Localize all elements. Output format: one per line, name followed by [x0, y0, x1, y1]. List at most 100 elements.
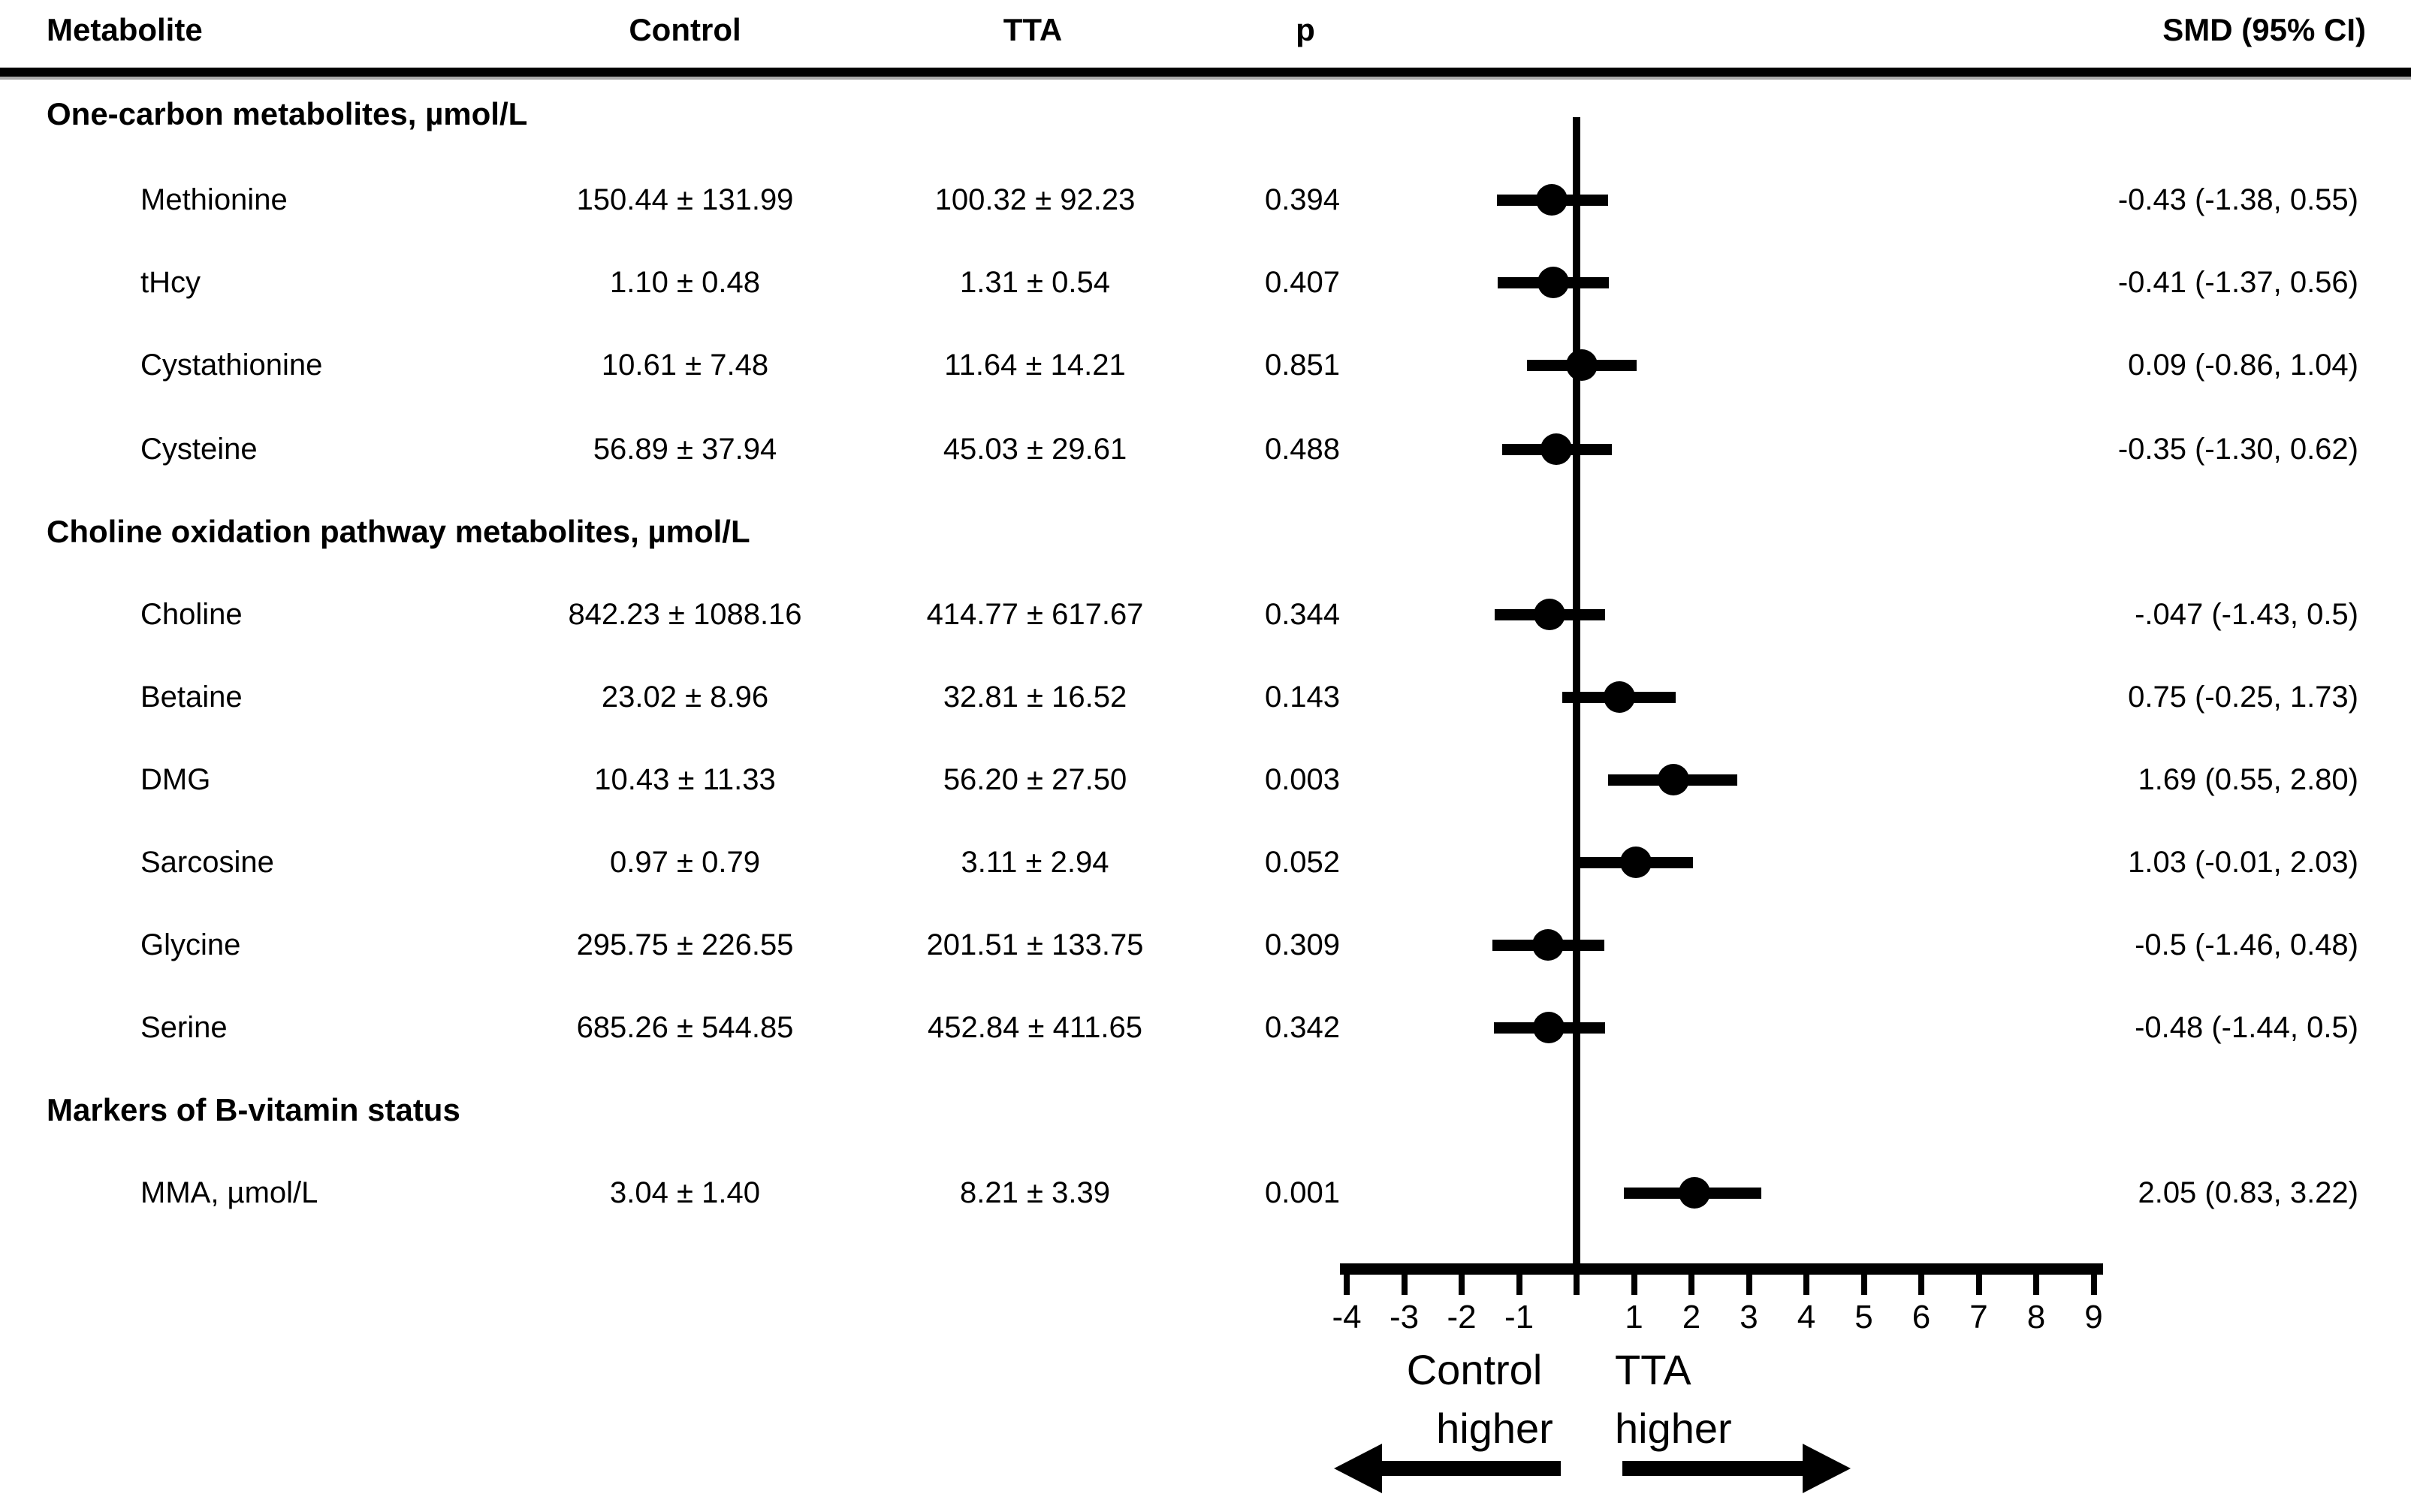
row-p-value: 0.394 — [1264, 183, 1341, 216]
point-estimate-dot — [1533, 1012, 1565, 1043]
point-estimate-dot — [1678, 1177, 1710, 1209]
axis-tick-label: 5 — [1854, 1299, 1873, 1335]
point-estimate-dot — [1565, 349, 1598, 381]
row-label: Choline — [140, 598, 243, 631]
right-arrow-shaft — [1622, 1461, 1804, 1476]
axis-tick — [1860, 1269, 1867, 1295]
right-arrow-head — [1803, 1444, 1851, 1493]
left-arrow-shaft — [1379, 1461, 1561, 1476]
axis-tick — [1975, 1269, 1982, 1295]
row-control-value: 10.43 ± 11.33 — [594, 763, 776, 796]
row-label: MMA, µmol/L — [140, 1176, 318, 1209]
axis-tick-label: -1 — [1504, 1299, 1534, 1335]
axis-tick — [1344, 1269, 1350, 1295]
axis-tick — [1631, 1269, 1637, 1295]
row-label: Methionine — [140, 183, 288, 216]
row-p-value: 0.488 — [1264, 433, 1341, 466]
left-arrow-head — [1334, 1444, 1382, 1493]
header-rule-shadow — [0, 77, 2411, 80]
axis-tick — [2033, 1269, 2039, 1295]
row-p-value: 0.342 — [1264, 1011, 1341, 1044]
row-tta-value: 8.21 ± 3.39 — [960, 1176, 1110, 1209]
row-smd-value: -0.48 (-1.44, 0.5) — [2135, 1011, 2358, 1044]
row-p-value: 0.001 — [1264, 1176, 1341, 1209]
axis-tick — [1688, 1269, 1694, 1295]
point-estimate-dot — [1604, 681, 1636, 713]
row-label: Cystathionine — [140, 349, 323, 382]
section-header: One-carbon metabolites, µmol/L — [47, 96, 528, 131]
row-p-value: 0.344 — [1264, 598, 1341, 631]
row-tta-value: 201.51 ± 133.75 — [926, 928, 1144, 961]
row-p-value: 0.052 — [1264, 846, 1341, 879]
row-p-value: 0.143 — [1264, 681, 1341, 714]
axis-tick — [1803, 1269, 1809, 1295]
axis-tick-label: 6 — [1912, 1299, 1931, 1335]
col-header-smd: SMD (95% CI) — [2162, 12, 2366, 47]
tta-higher-label-line2: higher — [1615, 1405, 1732, 1452]
row-smd-value: 0.75 (-0.25, 1.73) — [2128, 681, 2358, 714]
row-label: Sarcosine — [140, 846, 274, 879]
section-header: Choline oxidation pathway metabolites, µ… — [47, 514, 750, 549]
axis-tick-label: 1 — [1625, 1299, 1643, 1335]
point-estimate-dot — [1534, 599, 1566, 630]
axis-tick-label: -2 — [1447, 1299, 1477, 1335]
col-header-metabolite: Metabolite — [47, 12, 203, 47]
row-smd-value: 0.09 (-0.86, 1.04) — [2128, 349, 2358, 382]
axis-tick-label: 7 — [1969, 1299, 1988, 1335]
axis-tick-label: 4 — [1797, 1299, 1816, 1335]
row-label: tHcy — [140, 266, 201, 299]
point-estimate-dot — [1531, 929, 1564, 961]
row-smd-value: -0.5 (-1.46, 0.48) — [2135, 928, 2358, 961]
col-header-tta: TTA — [1003, 12, 1063, 47]
tta-higher-label-line1: TTA — [1615, 1346, 1691, 1393]
row-smd-value: -.047 (-1.43, 0.5) — [2135, 598, 2358, 631]
row-tta-value: 1.31 ± 0.54 — [960, 266, 1110, 299]
row-p-value: 0.851 — [1264, 349, 1341, 382]
axis-tick — [1574, 1269, 1580, 1295]
row-label: Cysteine — [140, 433, 258, 466]
point-estimate-dot — [1540, 433, 1573, 465]
row-label: Serine — [140, 1011, 228, 1044]
row-control-value: 842.23 ± 1088.16 — [568, 598, 802, 631]
axis-tick-label: 2 — [1682, 1299, 1701, 1335]
axis-tick — [1459, 1269, 1465, 1295]
axis-tick — [2090, 1269, 2097, 1295]
row-smd-value: 1.69 (0.55, 2.80) — [2138, 763, 2358, 796]
row-tta-value: 3.11 ± 2.94 — [961, 846, 1109, 879]
row-tta-value: 11.64 ± 14.21 — [944, 349, 1126, 382]
axis-tick-label: -3 — [1389, 1299, 1420, 1335]
row-control-value: 150.44 ± 131.99 — [576, 183, 794, 216]
axis-tick-label: 8 — [2026, 1299, 2046, 1335]
row-p-value: 0.407 — [1264, 266, 1341, 299]
axis-tick — [1401, 1269, 1408, 1295]
row-tta-value: 32.81 ± 16.52 — [943, 681, 1127, 714]
axis-tick-label: 3 — [1740, 1299, 1758, 1335]
row-smd-value: -0.35 (-1.30, 0.62) — [2117, 433, 2358, 466]
row-smd-value: 1.03 (-0.01, 2.03) — [2128, 846, 2358, 879]
header-rule — [0, 68, 2411, 77]
col-header-p: p — [1296, 12, 1315, 47]
row-smd-value: -0.43 (-1.38, 0.55) — [2117, 183, 2358, 216]
section-header: Markers of B-vitamin status — [47, 1092, 460, 1127]
row-smd-value: -0.41 (-1.37, 0.56) — [2117, 266, 2358, 299]
row-control-value: 23.02 ± 8.96 — [601, 681, 769, 714]
row-control-value: 0.97 ± 0.79 — [610, 846, 760, 879]
row-control-value: 56.89 ± 37.94 — [593, 433, 777, 466]
row-tta-value: 100.32 ± 92.23 — [934, 183, 1136, 216]
x-axis-line — [1340, 1263, 2103, 1275]
point-estimate-dot — [1658, 764, 1690, 795]
row-label: Glycine — [140, 928, 241, 961]
row-control-value: 685.26 ± 544.85 — [576, 1011, 794, 1044]
row-p-value: 0.003 — [1264, 763, 1341, 796]
row-label: Betaine — [140, 681, 243, 714]
point-estimate-dot — [1536, 184, 1568, 216]
zero-reference-line — [1573, 117, 1580, 1269]
col-header-control: Control — [629, 12, 741, 47]
point-estimate-dot — [1619, 847, 1652, 878]
row-tta-value: 56.20 ± 27.50 — [943, 763, 1127, 796]
row-p-value: 0.309 — [1264, 928, 1341, 961]
axis-tick-label: -4 — [1332, 1299, 1362, 1335]
row-label: DMG — [140, 763, 211, 796]
row-smd-value: 2.05 (0.83, 3.22) — [2138, 1176, 2358, 1209]
